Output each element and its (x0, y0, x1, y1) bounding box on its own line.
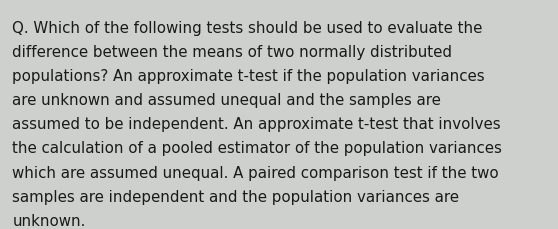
Text: the calculation of a pooled estimator of the population variances: the calculation of a pooled estimator of… (12, 141, 502, 156)
Text: populations? An approximate t-test if the population variances: populations? An approximate t-test if th… (12, 69, 485, 84)
Text: which are assumed unequal. A paired comparison test if the two: which are assumed unequal. A paired comp… (12, 165, 499, 180)
Text: difference between the means of two normally distributed: difference between the means of two norm… (12, 45, 453, 60)
Text: assumed to be independent. An approximate t-test that involves: assumed to be independent. An approximat… (12, 117, 501, 132)
Text: unknown.: unknown. (12, 213, 85, 228)
Text: are unknown and assumed unequal and the samples are: are unknown and assumed unequal and the … (12, 93, 441, 108)
Text: samples are independent and the population variances are: samples are independent and the populati… (12, 189, 459, 204)
Text: Q. Which of the following tests should be used to evaluate the: Q. Which of the following tests should b… (12, 21, 483, 35)
